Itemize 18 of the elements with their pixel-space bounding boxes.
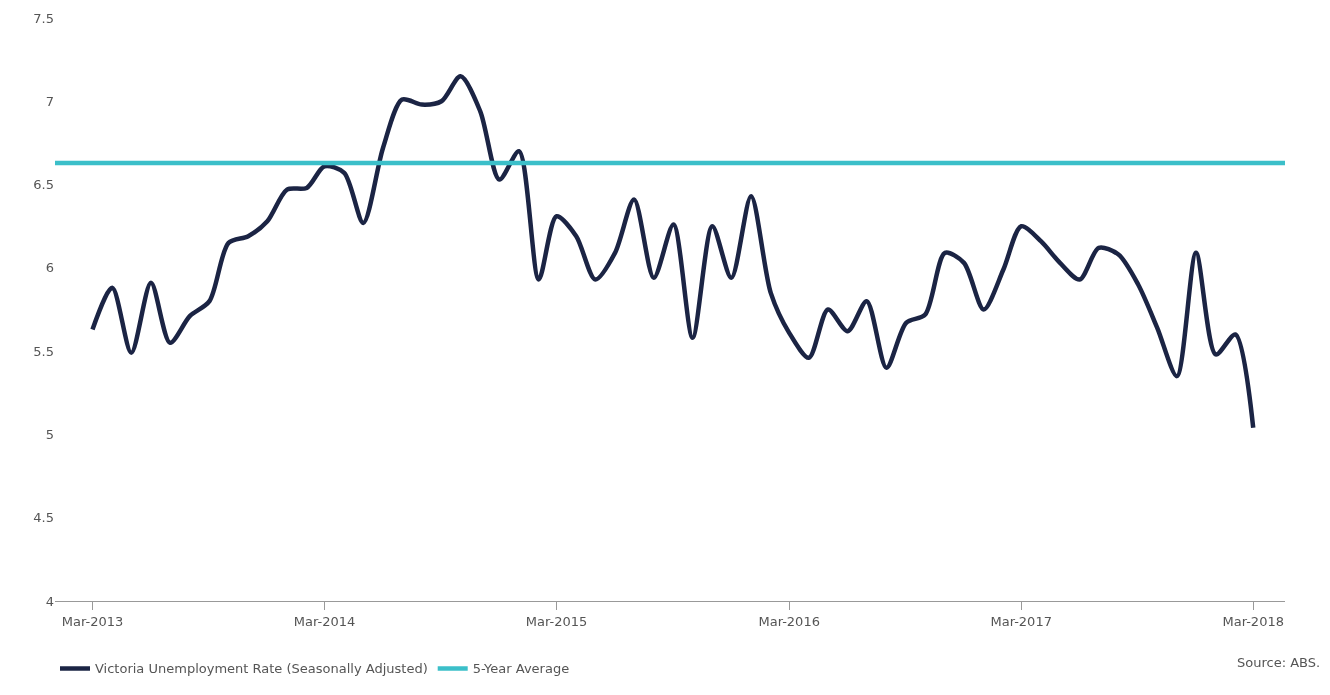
y-tick-label: 7.5 [33,10,54,26]
line-series [90,74,1256,431]
y-tick-label: 7 [45,93,54,109]
source-note: Source: ABS. [1237,655,1321,670]
legend-label: Victoria Unemployment Rate (Seasonally Adjusted) [95,661,428,677]
x-tick-label: Mar-2014 [293,613,356,629]
x-tick-label: Mar-2015 [525,613,588,629]
y-tick-label: 5 [45,426,54,442]
y-tick-label: 5.5 [33,343,54,359]
y-tick-label: 4.5 [33,510,54,526]
y-tick-label: 4 [45,593,54,609]
x-tick-label: Mar-2017 [990,613,1052,629]
x-tick-label: Mar-2013 [61,613,124,629]
y-tick-label: 6 [45,260,54,276]
x-tick-label: Mar-2016 [758,613,820,629]
legend-label: 5-Year Average [472,661,570,677]
y-tick-label: 6.5 [33,177,54,193]
x-tick-label: Mar-2018 [1222,613,1284,629]
